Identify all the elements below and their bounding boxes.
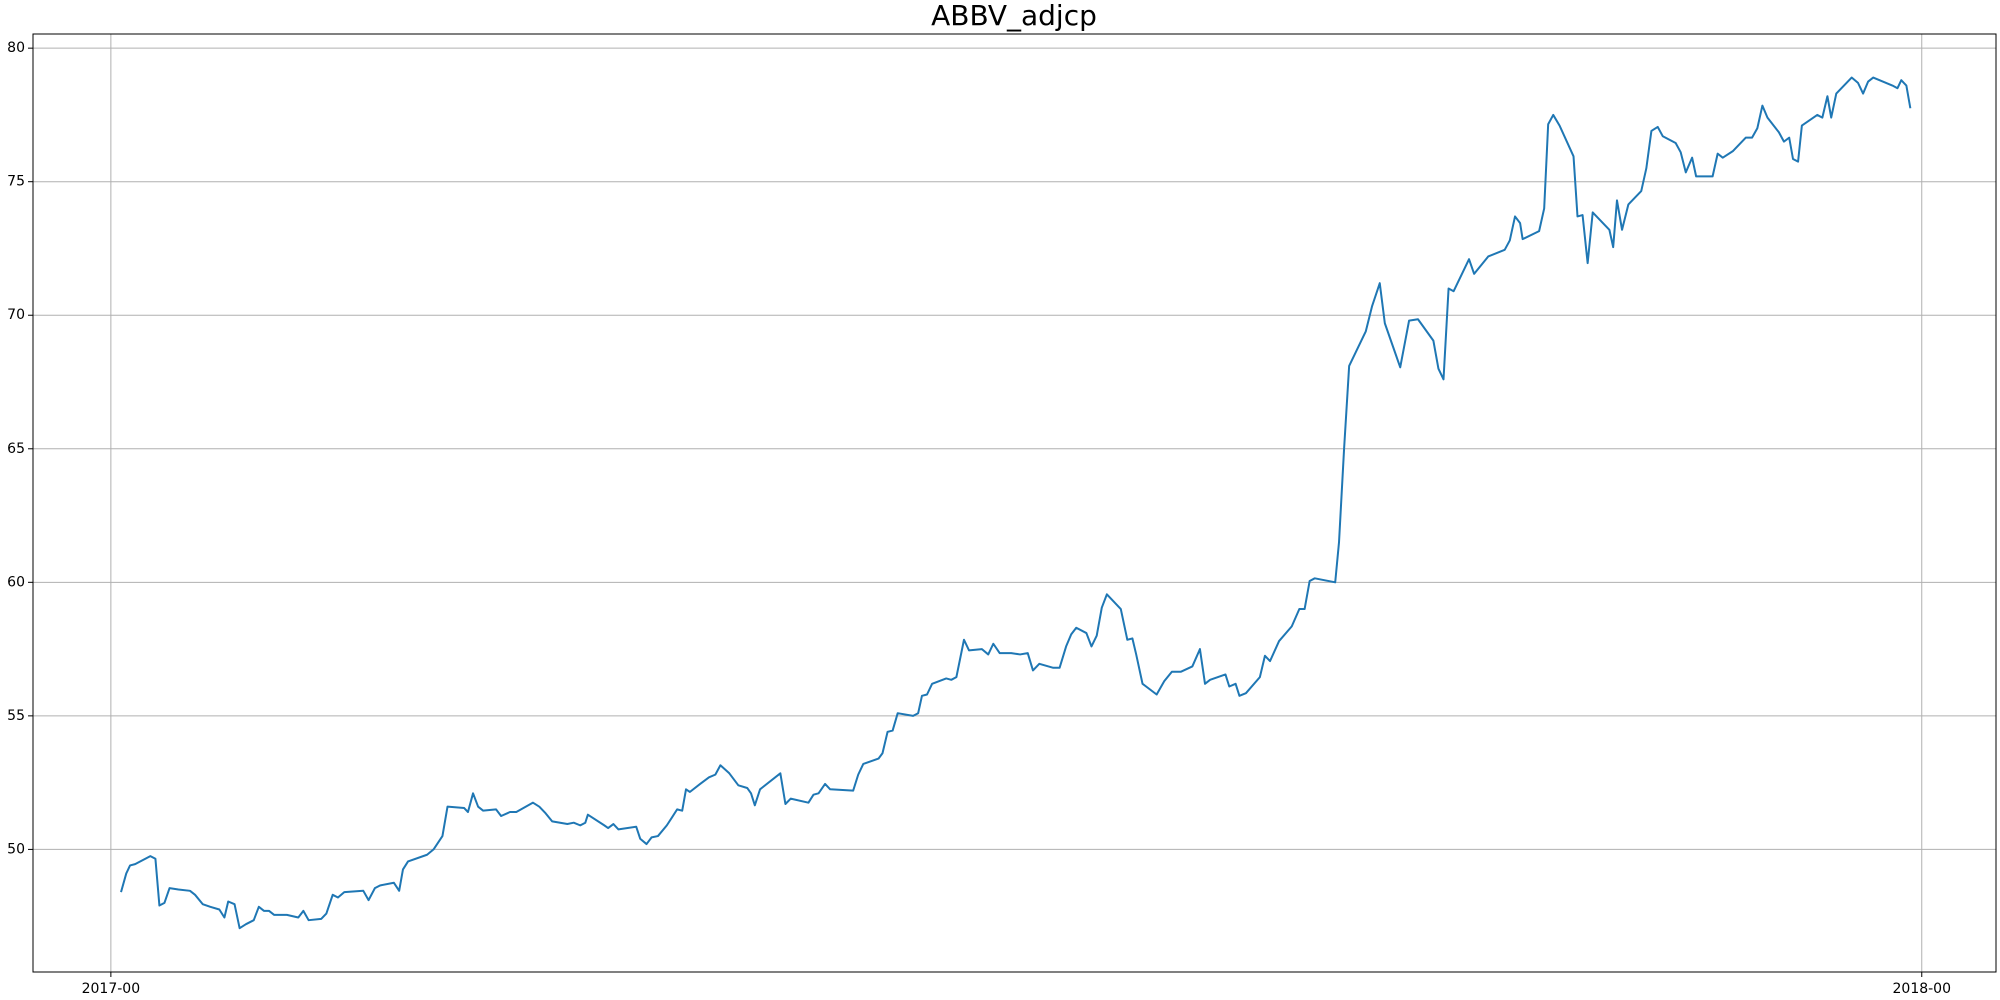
y-tick-label: 50 — [7, 841, 25, 857]
y-tick-label: 65 — [7, 441, 25, 457]
y-tick-label: 60 — [7, 574, 25, 590]
y-tick-label: 70 — [7, 307, 25, 323]
y-tick-label: 80 — [7, 40, 25, 56]
plot-frame — [32, 33, 1997, 973]
y-tick-label: 55 — [7, 708, 25, 724]
y-tick-label: 75 — [7, 174, 25, 190]
price-line — [120, 76, 1912, 930]
x-tick-label: 2018-00 — [1893, 981, 1952, 997]
x-tick-label: 2017-00 — [82, 981, 141, 997]
chart-title: ABBV_adjcp — [931, 0, 1097, 32]
